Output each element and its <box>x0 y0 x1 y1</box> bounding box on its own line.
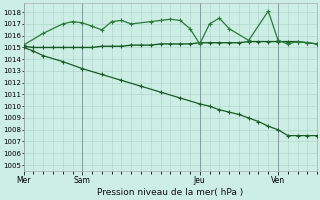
X-axis label: Pression niveau de la mer( hPa ): Pression niveau de la mer( hPa ) <box>97 188 244 197</box>
